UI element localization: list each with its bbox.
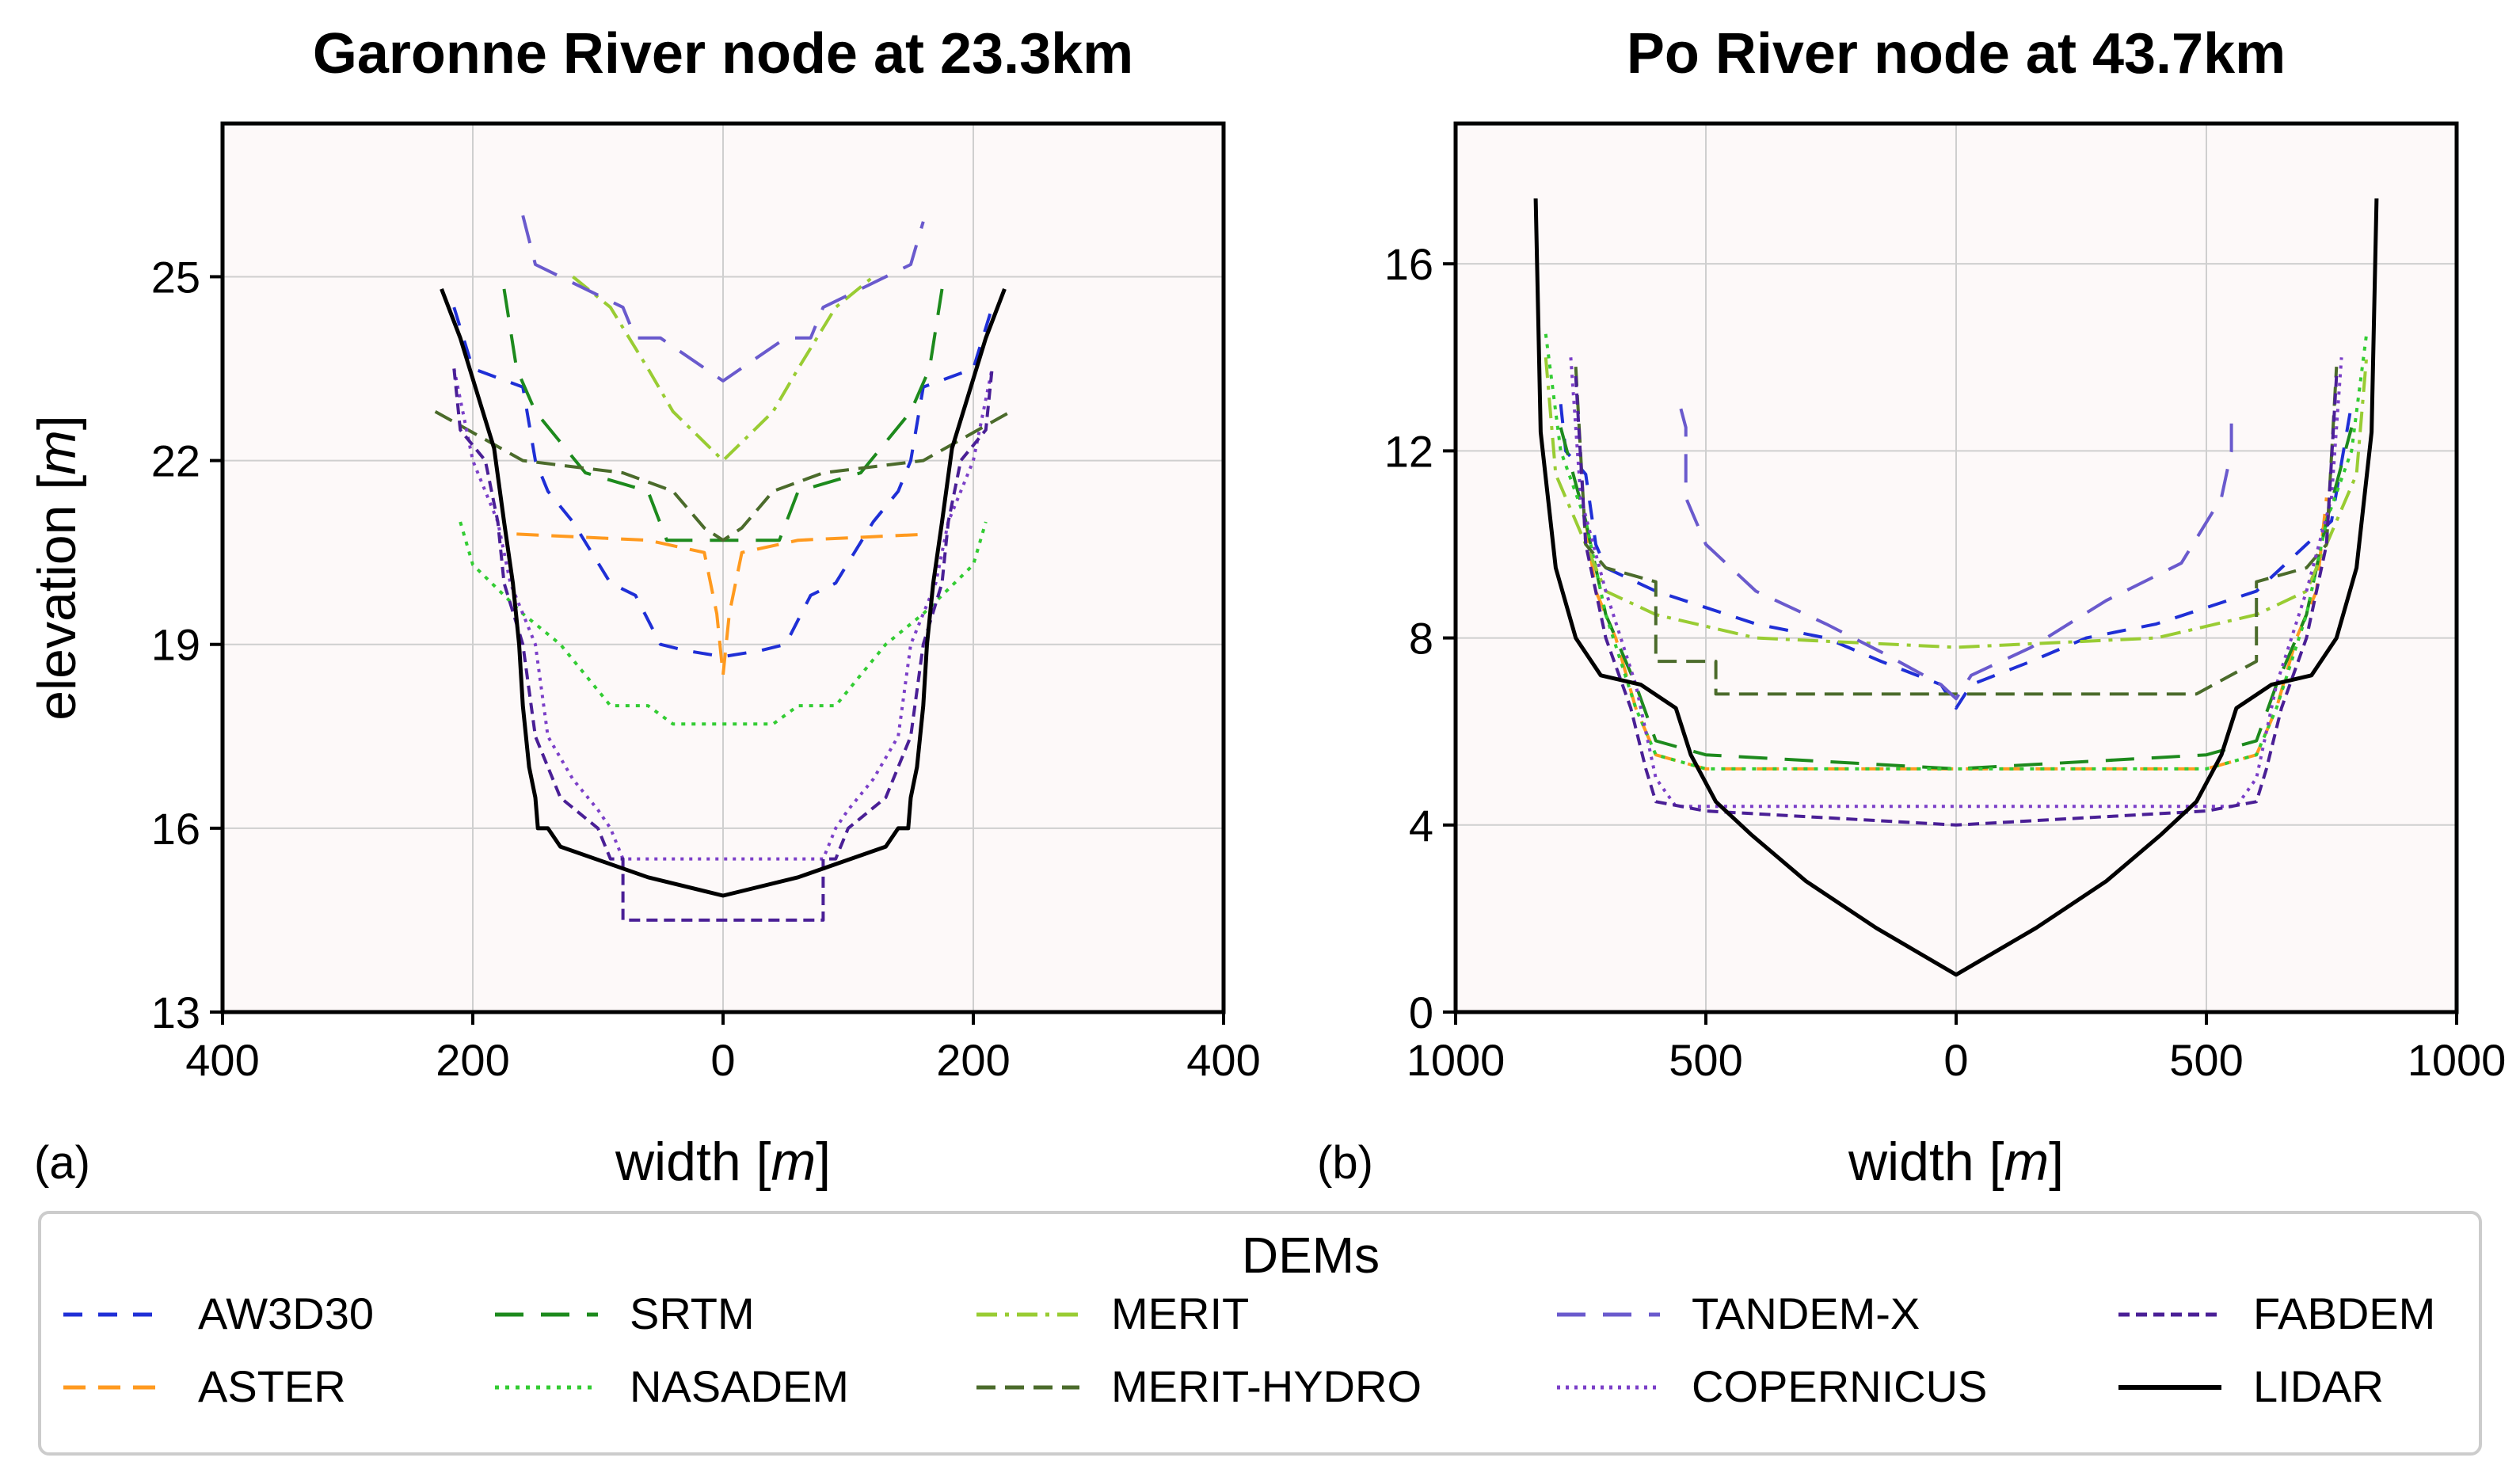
y-tick-label: 19 bbox=[151, 620, 200, 670]
series-line-aster bbox=[516, 532, 930, 677]
y-tick-label: 4 bbox=[1409, 801, 1433, 851]
x-tick-label: 500 bbox=[1669, 1035, 1742, 1085]
y-tick-label: 12 bbox=[1384, 426, 1433, 476]
x-tick-label: 400 bbox=[185, 1035, 259, 1085]
legend-items: AW3D30 ASTER SRTM NASADEM MERIT MERIT-HYDRO TA… bbox=[63, 1288, 2435, 1411]
legend-title: DEMs bbox=[1242, 1227, 1380, 1284]
series-group bbox=[1533, 198, 2379, 977]
series-line-tandem-x bbox=[521, 215, 925, 382]
y-tick-label: 16 bbox=[151, 804, 200, 854]
series-line-fabdem bbox=[1574, 375, 2339, 827]
series-line-merit bbox=[572, 275, 874, 462]
legend-item-fabdem: FABDEM bbox=[2118, 1288, 2435, 1338]
x-tick-label: 1000 bbox=[2408, 1035, 2507, 1085]
series-line-merit-hydro bbox=[434, 409, 1012, 542]
legend-item-merit-hydro: MERIT-HYDRO bbox=[976, 1361, 1422, 1411]
legend-item-copernicus: COPERNICUS bbox=[1557, 1361, 1987, 1411]
legend-item-aw3d30: AW3D30 bbox=[63, 1288, 374, 1338]
legend-label: COPERNICUS bbox=[1692, 1361, 1987, 1411]
legend: DEMs AW3D30 ASTER SRTM NASADEM MERIT MERIT-HY… bbox=[38, 1211, 2482, 1456]
legend-item-merit: MERIT bbox=[976, 1288, 1249, 1338]
series-line-tandem-x bbox=[1679, 408, 2233, 701]
y-tick-label: 22 bbox=[151, 436, 200, 486]
series-line-nasadem bbox=[459, 521, 988, 726]
x-tick-label: 500 bbox=[2169, 1035, 2243, 1085]
series-group bbox=[434, 215, 1012, 922]
y-axis-label: elevation [m] bbox=[27, 415, 87, 721]
x-tick-label: 0 bbox=[1943, 1035, 1968, 1085]
panel-label-b: (b) bbox=[1317, 1137, 1373, 1189]
legend-label: LIDAR bbox=[2253, 1361, 2384, 1411]
chart-title: Garonne River node at 23.3km bbox=[313, 22, 1133, 86]
x-axis-label: width [m] bbox=[1848, 1132, 2064, 1192]
series-line-merit-hydro bbox=[1574, 366, 2339, 696]
series-line-lidar bbox=[440, 288, 1007, 898]
x-tick-label: 200 bbox=[936, 1035, 1010, 1085]
y-tick-label: 13 bbox=[151, 988, 200, 1037]
x-axis-label: width [m] bbox=[615, 1132, 831, 1192]
y-tick-label: 16 bbox=[1384, 239, 1433, 289]
legend-frame bbox=[38, 1211, 2482, 1456]
legend-item-lidar: LIDAR bbox=[2118, 1361, 2384, 1411]
x-tick-label: 200 bbox=[436, 1035, 509, 1085]
y-tick-label: 25 bbox=[151, 252, 200, 302]
x-tick-label: 0 bbox=[710, 1035, 735, 1085]
legend-label: ASTER bbox=[198, 1361, 346, 1411]
legend-label: AW3D30 bbox=[198, 1288, 374, 1338]
legend-item-tandem-x: TANDEM-X bbox=[1557, 1288, 1920, 1338]
chart-title: Po River node at 43.7km bbox=[1627, 22, 2286, 86]
panel-label-a: (a) bbox=[34, 1137, 90, 1189]
series-line-fabdem bbox=[452, 368, 994, 922]
x-tick-label: 400 bbox=[1186, 1035, 1260, 1085]
legend-label: SRTM bbox=[630, 1288, 755, 1338]
series-line-srtm bbox=[1559, 427, 2354, 771]
x-tick-label: 1000 bbox=[1407, 1035, 1506, 1085]
y-tick-label: 8 bbox=[1409, 614, 1433, 664]
legend-label: NASADEM bbox=[630, 1361, 849, 1411]
legend-item-nasadem: NASADEM bbox=[495, 1361, 849, 1411]
series-line-lidar bbox=[1533, 198, 2379, 977]
legend-item-srtm: SRTM bbox=[495, 1288, 755, 1338]
legend-item-aster: ASTER bbox=[63, 1361, 346, 1411]
legend-label: MERIT-HYDRO bbox=[1111, 1361, 1422, 1411]
legend-label: TANDEM-X bbox=[1692, 1288, 1920, 1338]
y-tick-label: 0 bbox=[1409, 988, 1433, 1037]
legend-label: MERIT bbox=[1111, 1288, 1249, 1338]
series-line-nasadem bbox=[1544, 333, 2369, 771]
legend-label: FABDEM bbox=[2253, 1288, 2435, 1338]
